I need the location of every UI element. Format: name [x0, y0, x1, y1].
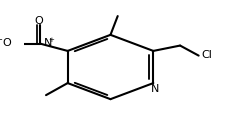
- Text: N: N: [44, 38, 52, 48]
- Text: O: O: [34, 16, 43, 26]
- Text: O: O: [2, 38, 11, 48]
- Text: −: −: [0, 37, 3, 43]
- Text: Cl: Cl: [201, 50, 211, 60]
- Text: +: +: [49, 37, 54, 43]
- Text: N: N: [150, 84, 158, 94]
